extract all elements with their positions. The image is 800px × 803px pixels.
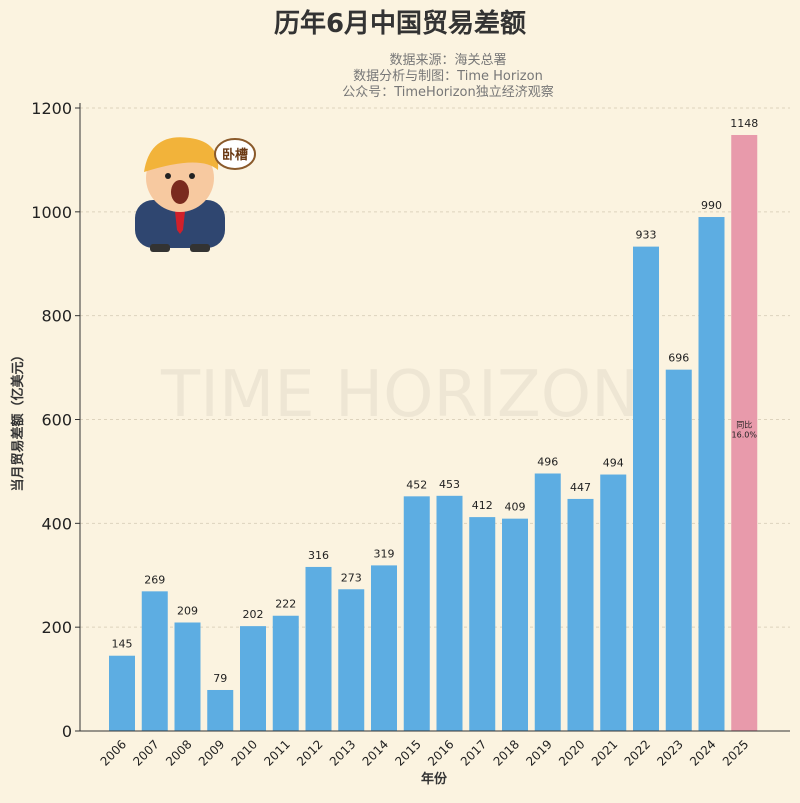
x-tick-label-2020: 2020: [556, 737, 587, 768]
watermark: TIME HORIZON: [160, 358, 639, 432]
bar-2022: [633, 246, 659, 731]
y-tick-label: 200: [41, 618, 72, 637]
data-label-2020: 447: [570, 481, 591, 494]
yoy-annotation-label: 同比: [736, 420, 752, 430]
bar-2011: [272, 615, 299, 731]
bar-2016: [436, 495, 463, 731]
x-tick-label-2015: 2015: [392, 737, 423, 768]
x-tick-label-2009: 2009: [196, 737, 227, 768]
x-tick-label-2021: 2021: [589, 737, 620, 768]
x-tick-label-2023: 2023: [654, 737, 685, 768]
x-tick-label-2024: 2024: [687, 737, 718, 768]
bar-2017: [469, 517, 496, 731]
bar-2012: [305, 566, 332, 731]
bar-2018: [502, 518, 528, 731]
data-label-2006: 145: [112, 638, 133, 651]
meme-bubble-text: 卧槽: [222, 147, 248, 163]
data-label-2022: 933: [636, 229, 657, 242]
x-tick-label-2013: 2013: [327, 737, 358, 768]
bar-2007: [141, 591, 168, 731]
chart-subtitle-1: 数据来源：海关总署: [389, 53, 506, 68]
data-label-2025: 1148: [730, 117, 758, 130]
data-label-2012: 316: [308, 549, 329, 562]
y-axis-label: 当月贸易差额（亿美元）: [10, 348, 26, 491]
bar-2006: [109, 655, 135, 731]
data-label-2024: 990: [701, 199, 722, 212]
chart-subtitle-3: 公众号：TimeHorizon独立经济观察: [342, 85, 554, 100]
bar-2024: [698, 217, 725, 731]
bar-2020: [567, 498, 594, 731]
bar-2014: [371, 565, 397, 731]
x-tick-label-2012: 2012: [294, 737, 325, 768]
x-tick-label-2017: 2017: [458, 737, 489, 768]
x-tick-label-2011: 2011: [261, 737, 292, 768]
yoy-annotation-value: 16.0%: [732, 431, 758, 440]
chart-subtitle-2: 数据分析与制图：Time Horizon: [353, 69, 543, 84]
data-label-2014: 319: [374, 547, 395, 560]
bar-2008: [174, 622, 201, 731]
data-label-2010: 202: [243, 608, 264, 621]
x-tick-label-2025: 2025: [720, 737, 751, 768]
x-tick-label-2016: 2016: [425, 737, 456, 768]
data-label-2023: 696: [668, 352, 689, 365]
x-tick-label-2022: 2022: [622, 737, 653, 768]
y-tick-label: 400: [41, 514, 72, 533]
data-label-2017: 412: [472, 499, 493, 512]
x-tick-label-2008: 2008: [163, 737, 194, 768]
y-tick-label: 1200: [31, 99, 72, 118]
bar-2025: [731, 134, 758, 731]
data-label-2016: 453: [439, 478, 460, 491]
x-tick-label-2019: 2019: [523, 737, 554, 768]
chart-title: 历年6月中国贸易差额: [274, 8, 526, 39]
data-label-2019: 496: [537, 455, 558, 468]
bar-2015: [403, 496, 430, 731]
y-tick-label: 0: [62, 722, 72, 741]
data-label-2015: 452: [406, 478, 427, 491]
x-tick-label-2018: 2018: [491, 737, 522, 768]
bar-2023: [665, 369, 692, 731]
data-label-2018: 409: [505, 501, 526, 514]
data-label-2011: 222: [275, 598, 296, 611]
bar-2013: [338, 589, 365, 731]
bar-2021: [600, 474, 627, 731]
x-tick-label-2007: 2007: [130, 737, 161, 768]
x-tick-label-2014: 2014: [360, 737, 391, 768]
data-label-2013: 273: [341, 571, 362, 584]
y-tick-label: 800: [41, 307, 72, 326]
x-axis-label: 年份: [421, 771, 448, 787]
bar-2019: [534, 473, 561, 731]
meme-image: 卧槽: [135, 137, 256, 252]
data-label-2009: 79: [213, 672, 227, 685]
data-label-2007: 269: [144, 573, 165, 586]
x-tick-label-2006: 2006: [98, 737, 129, 768]
y-tick-label: 1000: [31, 203, 72, 222]
x-tick-label-2010: 2010: [229, 737, 260, 768]
data-label-2021: 494: [603, 457, 624, 470]
bar-2009: [207, 689, 234, 731]
bar-2010: [240, 626, 266, 731]
data-label-2008: 209: [177, 604, 198, 617]
y-tick-label: 600: [41, 411, 72, 430]
